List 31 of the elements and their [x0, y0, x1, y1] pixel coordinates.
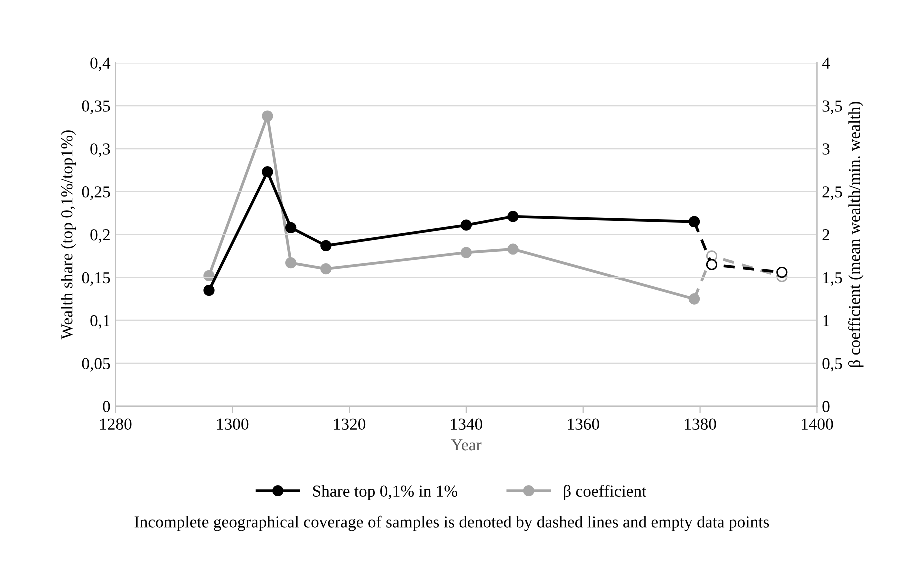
y-tick-label: 0,05 — [82, 358, 110, 372]
y2-tick-label: 0 — [822, 401, 830, 412]
y2-axis-title: β coefficient (mean wealth/min. wealth) — [848, 102, 864, 368]
y-tick-label: 0 — [103, 401, 110, 412]
y2-tick-label: 3 — [822, 144, 830, 155]
x-tick-label: 1380 — [685, 418, 716, 430]
x-tick-label: 1280 — [100, 418, 132, 430]
legend-label: β coefficient — [564, 485, 647, 500]
y2-tick-label: 1,5 — [824, 272, 842, 286]
y-tick-label: 0,2 — [90, 229, 110, 244]
x-tick-label: 1300 — [217, 418, 249, 430]
x-tick-label: 1360 — [568, 418, 600, 430]
y-tick-label: 0,3 — [90, 144, 110, 158]
y-tick-label: 0,4 — [90, 58, 111, 72]
y-tick-label: 0,25 — [82, 186, 110, 200]
y2-tick-label: 4 — [822, 58, 830, 69]
text: Incomplete geographical coverage of samples is denoted by dashed lines and empty data points — [134, 516, 770, 532]
legend-label: Share top 0,1% in 1% — [313, 485, 458, 500]
y-tick-label: 0,15 — [82, 272, 110, 286]
x-tick-label: 1340 — [451, 418, 482, 430]
x-tick-label: 1400 — [802, 418, 834, 430]
y2-tick-label: 1 — [824, 315, 830, 326]
y-axis-title: Wealth share (top 0,1%/top1%) — [61, 130, 76, 340]
y-tick-label: 0,1 — [90, 315, 110, 329]
y2-tick-label: 2 — [822, 230, 830, 241]
x-tick-label: 1320 — [334, 418, 366, 430]
y-tick-label: 0,35 — [82, 100, 110, 114]
y2-tick-label: 0,5 — [822, 358, 842, 372]
y2-tick-label: 2,5 — [822, 186, 842, 200]
y2-tick-label: 3,5 — [822, 100, 842, 114]
x-axis-title: Year — [451, 440, 482, 451]
